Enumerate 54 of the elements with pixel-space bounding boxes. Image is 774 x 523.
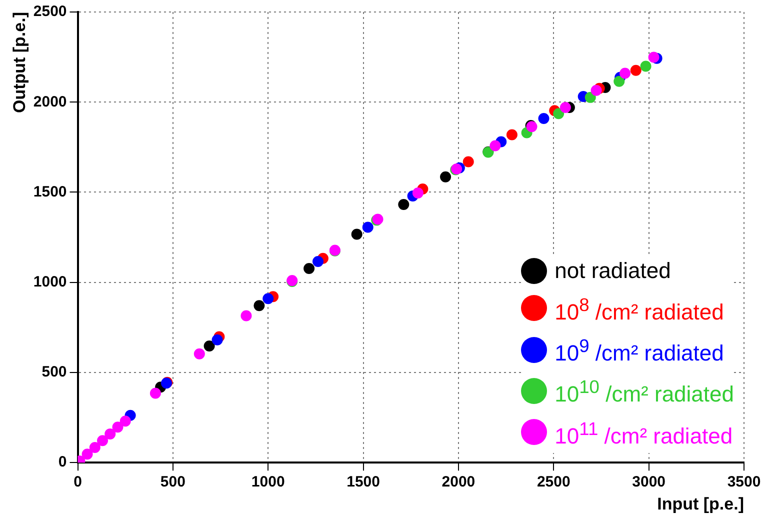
legend-label: not radiated: [554, 256, 671, 285]
point: [412, 187, 424, 198]
point: [97, 435, 108, 446]
y-tick-label: 2500: [33, 3, 67, 20]
point: [490, 140, 501, 152]
point: [104, 428, 116, 440]
point: [304, 262, 315, 274]
y-tick-label: 0: [58, 454, 67, 471]
point: [240, 310, 252, 322]
point: [362, 222, 374, 233]
point: [262, 293, 274, 304]
x-tick-label: 1000: [251, 474, 285, 491]
point: [614, 76, 625, 87]
y-axis-title: Output [p.e.]: [10, 12, 29, 114]
x-axis-title: Input [p.e.]: [657, 494, 744, 514]
legend-label: 10$^{10}$ /cm² radiated: [554, 375, 734, 409]
point: [630, 64, 642, 76]
point: [212, 334, 223, 346]
x-tick-label: 500: [160, 474, 186, 491]
point: [560, 102, 571, 114]
y-tick-label: 2000: [33, 93, 67, 110]
x-tick-label: 2500: [536, 474, 570, 491]
point: [204, 340, 215, 352]
point: [590, 84, 602, 96]
point: [120, 416, 131, 427]
x-tick-label: 2000: [442, 474, 476, 491]
x-tick-label: 3000: [632, 474, 666, 491]
point: [89, 442, 100, 453]
point: [640, 60, 652, 72]
point: [553, 108, 564, 120]
point: [194, 348, 205, 360]
x-tick-label: 1500: [346, 474, 380, 491]
point: [254, 300, 265, 312]
y-tick-label: 1500: [33, 183, 67, 200]
x-tick-label: 3500: [727, 474, 761, 491]
point: [312, 256, 324, 267]
point: [112, 422, 124, 433]
y-tick-label: 500: [42, 364, 67, 381]
point: [440, 171, 452, 182]
legend-label: 10$^{11}$ /cm² radiated: [554, 416, 733, 450]
point: [538, 113, 550, 124]
point: [620, 68, 631, 79]
y-tick-label: 1000: [33, 274, 67, 290]
point: [351, 228, 362, 240]
point: [398, 198, 410, 210]
point: [584, 92, 596, 103]
point: [82, 448, 93, 460]
point: [462, 156, 474, 168]
x-tick-label: 0: [74, 474, 82, 491]
legend-label: 10$^{9}$ /cm² radiated: [554, 334, 724, 368]
point: [648, 52, 660, 63]
point: [506, 129, 518, 140]
legend-label: 10$^{8}$ /cm² radiated: [554, 292, 724, 326]
point: [150, 388, 161, 399]
